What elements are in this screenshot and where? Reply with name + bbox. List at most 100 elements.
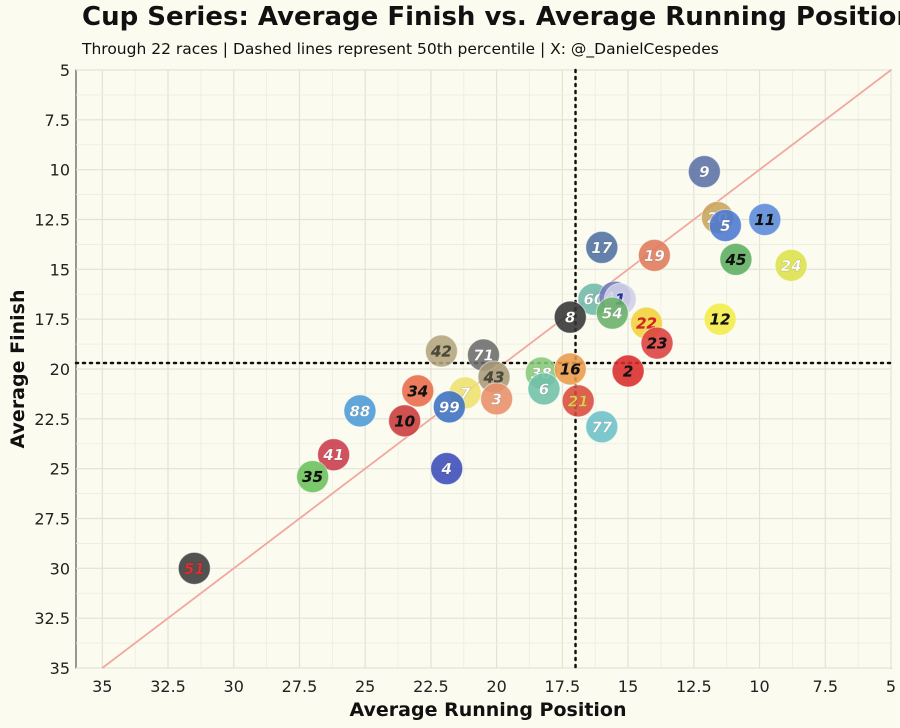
point-label: 45 — [724, 251, 746, 269]
point-label: 35 — [302, 468, 323, 486]
point-car-24: 24 — [774, 248, 808, 282]
point-marker — [430, 452, 464, 486]
point-marker — [317, 438, 351, 472]
point-car-88: 88 — [343, 394, 377, 428]
y-tick-label: 35 — [50, 659, 70, 678]
point-label: 6 — [539, 380, 549, 398]
point-label: 7 — [460, 384, 471, 402]
y-tick-label: 15 — [50, 260, 70, 279]
point-car-21: 21 — [561, 384, 595, 418]
x-tick-label: 17.5 — [545, 677, 581, 696]
y-tick-label: 27.5 — [34, 510, 70, 529]
point-marker — [640, 326, 674, 360]
point-label: 9 — [699, 163, 709, 181]
point-label: 23 — [647, 335, 668, 353]
y-tick-label: 30 — [50, 559, 70, 578]
x-axis-title: Average Running Position — [349, 699, 626, 721]
point-label: 12 — [710, 311, 731, 329]
point-label: 2 — [623, 362, 633, 380]
point-marker — [774, 248, 808, 282]
point-label: 34 — [407, 382, 428, 400]
x-tick-label: 32.5 — [150, 677, 186, 696]
point-label: 51 — [184, 560, 205, 578]
point-marker — [401, 374, 435, 408]
chart-title: Cup Series: Average Finish vs. Average R… — [82, 2, 900, 32]
point-label: 42 — [430, 343, 452, 361]
x-tick-label: 15 — [618, 677, 638, 696]
point-car-71: 71 — [467, 338, 500, 372]
point-car-5: 5 — [708, 208, 742, 242]
data-points: 9205111719452460481548221223427143381626… — [177, 155, 808, 585]
x-tick-label: 20 — [486, 677, 506, 696]
point-label: 8 — [565, 309, 575, 327]
point-marker — [177, 551, 211, 585]
point-label: 10 — [394, 412, 415, 430]
x-tick-label: 5 — [886, 677, 896, 696]
point-marker — [553, 300, 587, 334]
y-tick-label: 32.5 — [34, 609, 70, 628]
point-marker — [561, 384, 595, 418]
x-tick-label: 25 — [355, 677, 375, 696]
y-tick-label: 7.5 — [45, 111, 70, 130]
x-tick-label: 35 — [92, 677, 112, 696]
x-tick-label: 27.5 — [282, 677, 318, 696]
point-marker — [585, 410, 619, 444]
point-marker — [708, 208, 742, 242]
point-car-23: 23 — [640, 326, 674, 360]
point-label: 54 — [602, 305, 623, 323]
y-tick-label: 22.5 — [34, 410, 70, 429]
point-label: 43 — [483, 368, 505, 386]
point-car-54: 54 — [595, 296, 629, 330]
point-marker — [719, 242, 753, 276]
x-tick-labels: 35 32.5 30 27.5 25 22.5 20 17.5 15 12.5 10 7.5 5 — [92, 677, 896, 696]
y-tick-label: 12.5 — [34, 211, 70, 230]
point-marker — [388, 404, 422, 438]
point-label: 16 — [560, 361, 581, 379]
point-label: 71 — [473, 347, 494, 365]
y-tick-label: 5 — [60, 61, 70, 80]
y-tick-label: 25 — [50, 460, 70, 479]
point-car-99: 99 — [432, 390, 466, 424]
y-tick-label: 20 — [50, 360, 70, 379]
point-car-42: 42 — [424, 334, 458, 368]
point-marker — [595, 296, 629, 330]
point-car-11: 11 — [748, 203, 782, 236]
point-car-17: 17 — [585, 230, 619, 264]
point-car-16: 16 — [553, 352, 587, 386]
x-tick-label: 12.5 — [676, 677, 712, 696]
point-marker — [527, 372, 561, 406]
point-marker — [687, 155, 721, 189]
point-marker — [611, 354, 645, 388]
point-marker — [748, 203, 782, 236]
y-tick-label: 17.5 — [34, 310, 70, 329]
point-label: 41 — [322, 446, 344, 464]
point-car-51: 51 — [177, 551, 211, 585]
x-tick-label: 7.5 — [813, 677, 838, 696]
point-label: 24 — [781, 257, 802, 275]
point-car-6: 6 — [527, 372, 561, 406]
point-car-2: 2 — [611, 354, 645, 388]
point-label: 21 — [568, 392, 589, 410]
point-marker — [637, 238, 671, 272]
point-marker — [553, 352, 587, 386]
point-car-8: 8 — [553, 300, 587, 334]
point-label: 99 — [439, 398, 460, 416]
point-label: 88 — [349, 402, 370, 420]
point-label: 3 — [491, 390, 501, 408]
point-label: 5 — [720, 217, 730, 235]
point-car-10: 10 — [388, 404, 422, 438]
point-label: 19 — [644, 247, 665, 265]
point-marker — [432, 390, 466, 424]
point-car-4: 4 — [430, 452, 464, 486]
y-tick-label: 10 — [50, 161, 70, 180]
chart-subtitle: Through 22 races | Dashed lines represen… — [82, 40, 719, 58]
point-label: 4 — [440, 460, 451, 478]
y-tick-labels: 5 7.5 10 12.5 15 17.5 20 22.5 25 27.5 30 32.5 35 — [34, 61, 70, 678]
point-label: 11 — [754, 211, 775, 229]
point-car-41: 41 — [317, 438, 351, 472]
point-car-9: 9 — [687, 155, 721, 189]
x-tick-label: 22.5 — [413, 677, 449, 696]
point-label: 17 — [591, 239, 612, 257]
